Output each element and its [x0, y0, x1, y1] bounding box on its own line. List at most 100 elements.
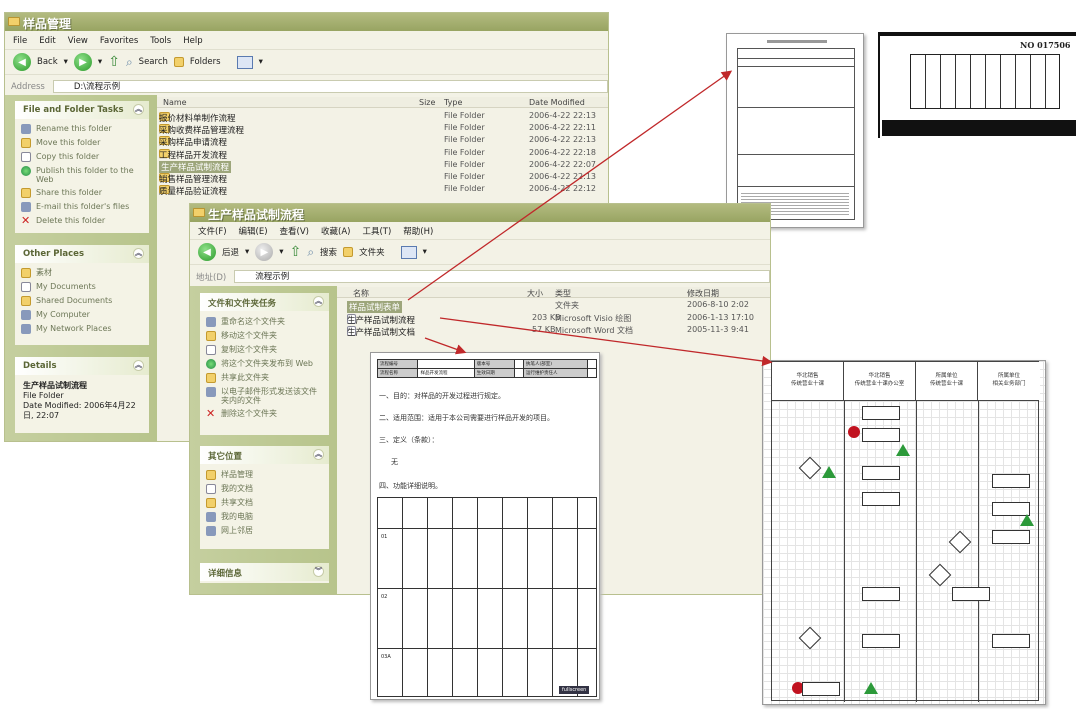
- dropdown-icon[interactable]: ▾: [279, 247, 284, 257]
- file-date: 2006-4-22 22:11: [529, 123, 596, 133]
- views-icon[interactable]: [236, 55, 253, 69]
- place-link[interactable]: 素材: [15, 266, 149, 280]
- task-move[interactable]: Move this folder: [15, 136, 149, 150]
- place-link[interactable]: My Documents: [15, 280, 149, 294]
- place-link[interactable]: 我的电脑: [200, 510, 329, 524]
- column-date[interactable]: 修改日期: [687, 289, 719, 298]
- place-link[interactable]: My Computer: [15, 308, 149, 322]
- task-email[interactable]: 以电子邮件形式发送该文件夹内的文件: [200, 385, 329, 407]
- task-rename[interactable]: 重命名这个文件夹: [200, 315, 329, 329]
- back-button[interactable]: 后退: [222, 248, 240, 258]
- search-button[interactable]: 搜索: [320, 248, 338, 258]
- views-dropdown-icon[interactable]: ▾: [258, 57, 263, 67]
- column-name[interactable]: 名称: [353, 289, 369, 298]
- file-row[interactable]: 生产样品试制流程 203 KB Microsoft Visio 绘图 2006-1-1…: [347, 312, 770, 326]
- task-share[interactable]: Share this folder: [15, 186, 149, 200]
- column-type[interactable]: 类型: [555, 289, 571, 298]
- views-icon[interactable]: [400, 245, 417, 259]
- place-label: 网上邻居: [221, 526, 253, 535]
- place-label: My Computer: [36, 310, 90, 319]
- column-date[interactable]: Date Modified: [529, 98, 585, 107]
- place-link[interactable]: 网上邻居: [200, 524, 329, 538]
- move-icon: [206, 331, 216, 341]
- menu-tools[interactable]: Tools: [150, 35, 172, 46]
- fullscreen-toolbar[interactable]: fullscreen: [559, 686, 590, 694]
- column-size[interactable]: Size: [419, 98, 436, 107]
- search-button[interactable]: Search: [138, 57, 168, 67]
- search-icon[interactable]: ⌕: [307, 244, 315, 259]
- my-documents-icon: [206, 484, 216, 494]
- task-delete[interactable]: ✕ Delete this folder: [15, 214, 149, 228]
- file-row[interactable]: 样品试制表单 文件夹 2006-8-10 2:02: [347, 299, 770, 313]
- rename-icon: [206, 317, 216, 327]
- task-rename[interactable]: Rename this folder: [15, 122, 149, 136]
- menu-favorites[interactable]: Favorites: [99, 35, 139, 46]
- up-folder-icon[interactable]: ⇧: [289, 244, 302, 260]
- column-size[interactable]: 大小: [527, 289, 543, 298]
- file-row[interactable]: 生产样品试制文档 57 KB Microsoft Word 文档 2005-11-3 …: [347, 324, 770, 338]
- column-type[interactable]: Type: [444, 98, 463, 107]
- file-row[interactable]: 采购样品申请流程 File Folder 2006-4-22 22:13: [159, 134, 599, 148]
- menu-view[interactable]: 查看(V): [279, 226, 309, 237]
- file-row[interactable]: 报价材料单制作流程 File Folder 2006-4-22 22:13: [159, 110, 599, 124]
- task-delete[interactable]: ✕ 删除这个文件夹: [200, 407, 329, 421]
- collapse-icon[interactable]: ︽: [313, 449, 324, 460]
- folders-icon[interactable]: [343, 247, 354, 257]
- place-link[interactable]: My Network Places: [15, 322, 149, 336]
- place-link[interactable]: Shared Documents: [15, 294, 149, 308]
- back-button[interactable]: Back: [37, 57, 58, 67]
- views-dropdown-icon[interactable]: ▾: [422, 247, 427, 257]
- dropdown-icon[interactable]: ▾: [245, 247, 250, 257]
- task-copy[interactable]: Copy this folder: [15, 150, 149, 164]
- file-row[interactable]: 销售样品管理流程 File Folder 2006-4-22 22:13: [159, 171, 599, 185]
- menu-view[interactable]: View: [67, 35, 88, 46]
- folders-button[interactable]: 文件夹: [359, 248, 385, 258]
- title-bar[interactable]: 生产样品试制流程: [190, 204, 770, 222]
- collapse-icon[interactable]: ︽: [133, 104, 144, 115]
- dropdown-icon[interactable]: ▾: [63, 57, 68, 67]
- visio-flowchart-preview: 华北销售 传统营业十课 华北销售 传统营业十课办公室 所属单位 传统营业十课 所属单位…: [762, 360, 1046, 705]
- folders-icon[interactable]: [173, 57, 184, 67]
- menu-file[interactable]: File: [13, 35, 28, 46]
- task-copy[interactable]: 复制这个文件夹: [200, 343, 329, 357]
- place-link[interactable]: 共享文档: [200, 496, 329, 510]
- place-link[interactable]: 我的文档: [200, 482, 329, 496]
- dropdown-icon[interactable]: ▾: [97, 57, 103, 67]
- menu-help[interactable]: Help: [183, 35, 203, 46]
- task-move[interactable]: 移动这个文件夹: [200, 329, 329, 343]
- up-folder-icon[interactable]: ⇧: [108, 54, 120, 70]
- file-date: 2006-4-22 22:18: [529, 147, 596, 157]
- menu-bar: File Edit View Favorites Tools Help: [5, 33, 608, 48]
- address-input[interactable]: D:\流程示例: [52, 80, 608, 93]
- menu-help[interactable]: 帮助(H): [403, 226, 434, 237]
- menu-file[interactable]: 文件(F): [198, 226, 227, 237]
- folder-icon: [159, 136, 170, 146]
- title-bar[interactable]: 样品管理: [5, 13, 608, 31]
- task-email[interactable]: E-mail this folder's files: [15, 200, 149, 214]
- column-name[interactable]: Name: [163, 98, 187, 107]
- expand-icon[interactable]: ︾: [313, 566, 324, 577]
- task-publish[interactable]: Publish this folder to the Web: [15, 164, 149, 186]
- task-publish[interactable]: 将这个文件夹发布到 Web: [200, 357, 329, 371]
- address-input[interactable]: 流程示例: [234, 270, 770, 283]
- file-size: 203 KB: [532, 312, 561, 322]
- menu-edit[interactable]: Edit: [39, 35, 56, 46]
- forward-arrow-icon[interactable]: ▶: [73, 53, 92, 71]
- forward-arrow-icon[interactable]: ▶: [255, 243, 274, 261]
- back-arrow-icon[interactable]: ◀: [13, 53, 31, 71]
- task-share[interactable]: 共享此文件夹: [200, 371, 329, 385]
- menu-edit[interactable]: 编辑(E): [238, 226, 268, 237]
- file-row[interactable]: 生产样品试制流程 File Folder 2006-4-22 22:07: [159, 159, 599, 173]
- back-arrow-icon[interactable]: ◀: [198, 243, 216, 261]
- folders-button[interactable]: Folders: [189, 57, 221, 67]
- collapse-icon[interactable]: ︽: [313, 296, 324, 307]
- search-icon[interactable]: ⌕: [125, 54, 133, 69]
- file-row[interactable]: 采购收费样品管理流程 File Folder 2006-4-22 22:11: [159, 122, 599, 136]
- collapse-icon[interactable]: ︽: [133, 360, 144, 371]
- menu-tools[interactable]: 工具(T): [362, 226, 392, 237]
- collapse-icon[interactable]: ︽: [133, 248, 144, 259]
- menu-favorites[interactable]: 收藏(A): [321, 226, 351, 237]
- file-row[interactable]: 质量样品验证流程 File Folder 2006-4-22 22:12: [159, 183, 599, 197]
- place-link[interactable]: 样品管理: [200, 468, 329, 482]
- file-row[interactable]: 工程样品开发流程 File Folder 2006-4-22 22:18: [159, 147, 599, 161]
